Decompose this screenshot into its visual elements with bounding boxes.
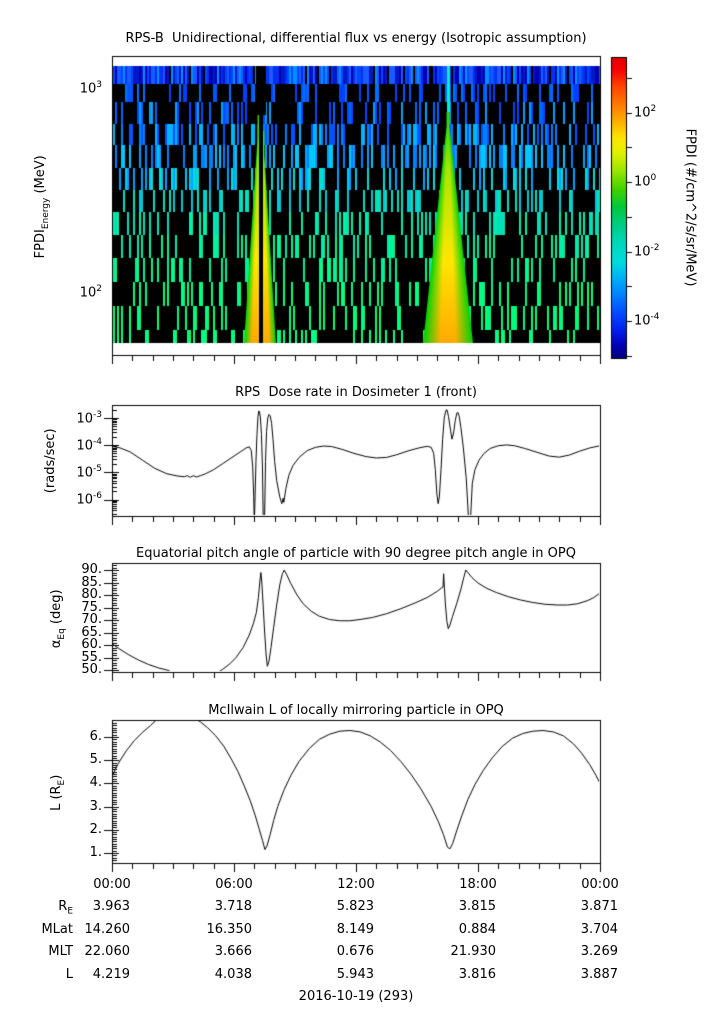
y-tick-label: 1. xyxy=(89,845,102,860)
ephemeris-row-label: MLT xyxy=(48,944,73,959)
y-tick-label: 5. xyxy=(89,752,102,768)
ephemeris-value: 4.219 xyxy=(92,967,130,982)
y-tick-label: 75. xyxy=(81,599,102,615)
ephemeris-row-label: MLat xyxy=(41,922,73,937)
ephemeris-value: 3.704 xyxy=(580,922,618,937)
colorbar-tick-label: 100 xyxy=(634,173,657,190)
ephemeris-value: 22.060 xyxy=(84,944,131,959)
y-tick-label: 70. xyxy=(81,612,102,627)
y-tick-label: 90. xyxy=(81,562,102,577)
ephemeris-value: 3.963 xyxy=(92,899,130,914)
y-tick-label: 103 xyxy=(79,80,102,97)
y-tick-label: 50. xyxy=(81,662,102,677)
colorbar-tick-label: 10-4 xyxy=(634,312,660,329)
y-tick-label: 10-4 xyxy=(76,437,102,454)
colorbar-tick-label: 10-2 xyxy=(634,243,660,260)
time-tick-label: 18:00 xyxy=(459,877,497,892)
y-tick-label: 3. xyxy=(89,798,102,814)
ephemeris-row-label: L xyxy=(65,967,73,982)
y-axis-label-spectrogram: FPDIEnergy (MeV) xyxy=(33,155,51,259)
ephemeris-value: 3.666 xyxy=(214,944,252,959)
ephemeris-value: 3.887 xyxy=(580,967,618,982)
colorbar-tick-label: 102 xyxy=(634,104,657,121)
y-tick-label: 10-3 xyxy=(76,410,102,427)
ephemeris-value: 3.871 xyxy=(580,899,618,914)
ephemeris-value: 5.823 xyxy=(336,899,374,914)
ephemeris-value: 16.350 xyxy=(206,922,253,937)
y-tick-label: 55. xyxy=(81,649,102,665)
ephemeris-value: 21.930 xyxy=(450,944,497,959)
y-tick-label: 10-5 xyxy=(76,464,102,481)
date-label: 2016-10-19 (293) xyxy=(298,989,414,1004)
y-tick-label: 6. xyxy=(89,729,102,744)
y-tick-label: 65. xyxy=(81,624,102,640)
time-tick-label: 06:00 xyxy=(215,877,253,892)
y-tick-label: 2. xyxy=(89,821,102,837)
ephemeris-value: 14.260 xyxy=(84,922,131,937)
ephemeris-value: 0.676 xyxy=(336,944,374,959)
y-tick-label: 4. xyxy=(89,775,102,791)
time-tick-label: 12:00 xyxy=(337,877,375,892)
time-tick-label: 00:00 xyxy=(581,877,619,892)
ephemeris-value: 5.943 xyxy=(336,967,374,982)
ephemeris-value: 4.038 xyxy=(214,967,252,982)
ephemeris-value: 3.269 xyxy=(580,944,618,959)
y-tick-label: 10-6 xyxy=(76,491,102,508)
panel-title-dose-rate: RPS Dose rate in Dosimeter 1 (front) xyxy=(235,385,477,400)
ephemeris-value: 3.718 xyxy=(214,899,252,914)
ephemeris-row-label: RE xyxy=(58,899,73,917)
panel-title-mcilwain-l: McIlwain L of locally mirroring particle… xyxy=(208,703,504,718)
panel-title-spectrogram: RPS-B Unidirectional, differential flux … xyxy=(125,31,587,46)
ephemeris-value: 8.149 xyxy=(336,922,374,937)
ephemeris-value: 3.816 xyxy=(458,967,496,982)
panel-title-pitch-angle: Equatorial pitch angle of particle with … xyxy=(136,546,576,561)
y-tick-label: 60. xyxy=(81,637,102,652)
y-tick-label: 102 xyxy=(79,284,102,301)
ephemeris-value: 3.815 xyxy=(458,899,496,914)
time-tick-label: 00:00 xyxy=(93,877,131,892)
y-tick-label: 85. xyxy=(81,574,102,590)
y-tick-label: 80. xyxy=(81,587,102,602)
colorbar-label: FPDI (#/cm^2/s/sr/MeV) xyxy=(682,128,698,287)
ephemeris-value: 0.884 xyxy=(458,922,496,937)
y-axis-label-mcilwain-l: L (RE) xyxy=(49,774,67,811)
